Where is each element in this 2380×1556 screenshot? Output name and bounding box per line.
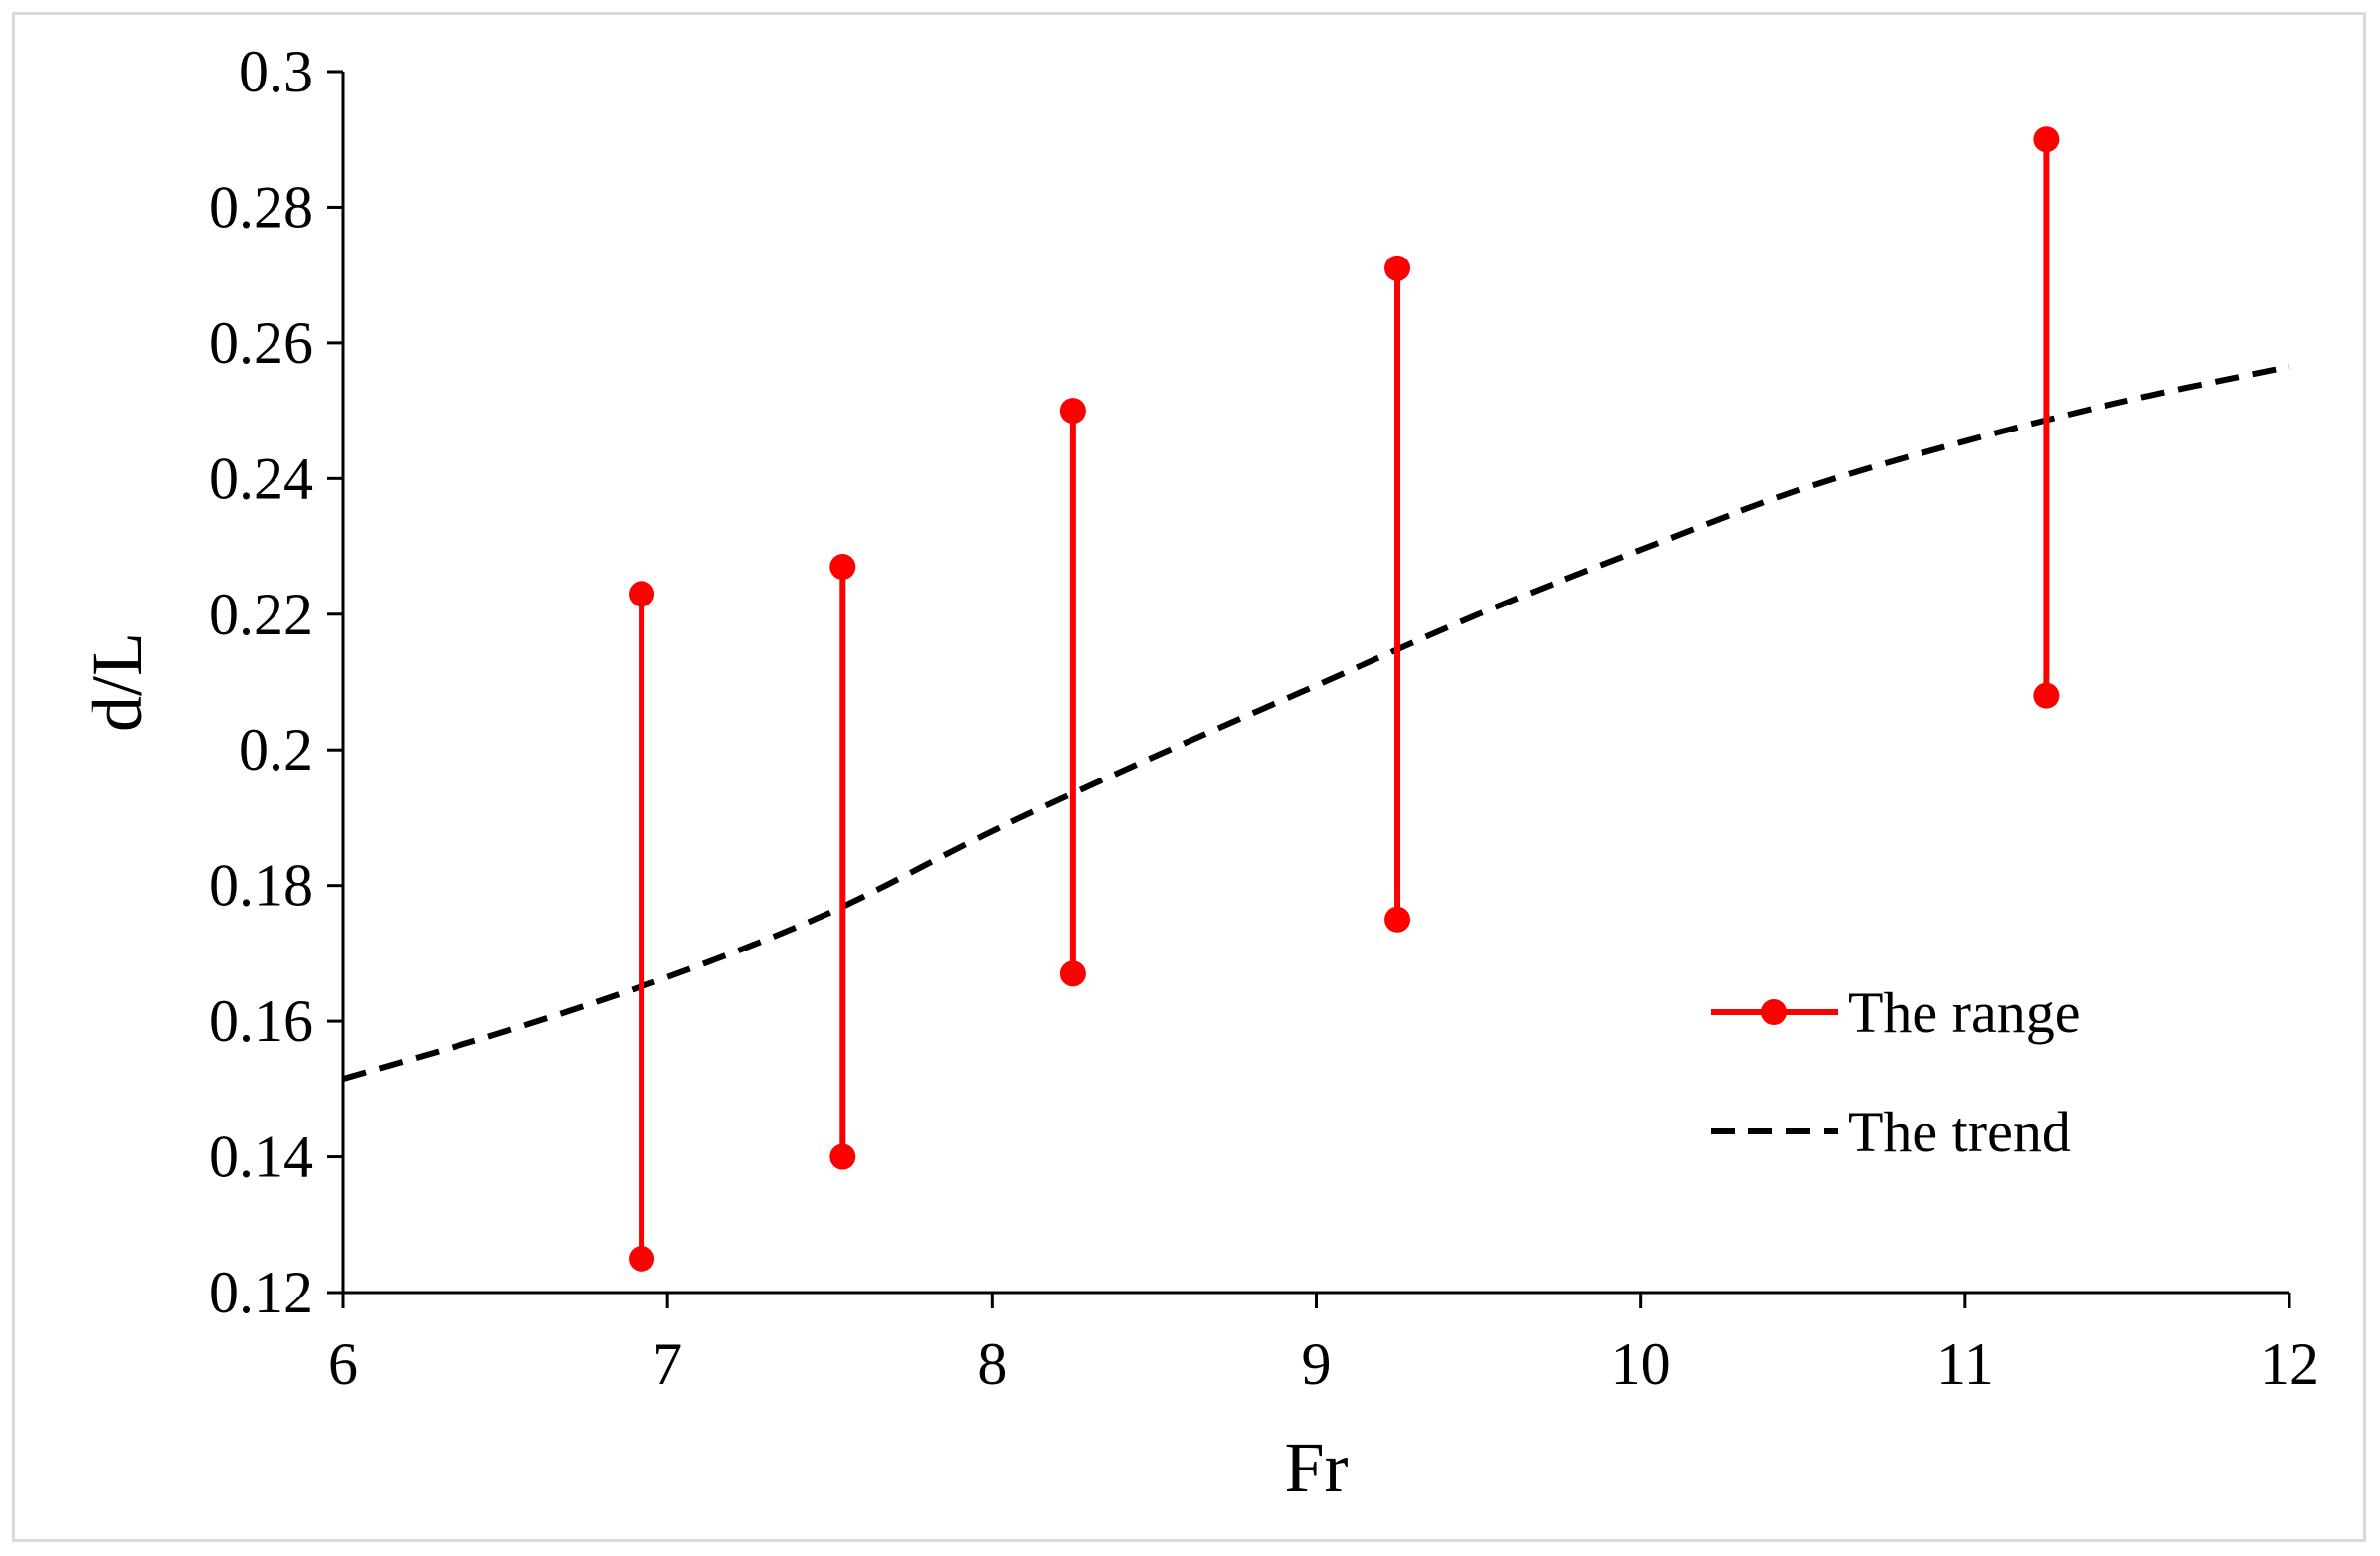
- legend: The range The trend: [1711, 980, 2080, 1164]
- x-tick-label: 10: [1611, 1331, 1671, 1397]
- y-axis-title: d/L: [78, 632, 157, 732]
- y-tick-label: 0.14: [209, 1124, 313, 1190]
- x-tick-label: 12: [2260, 1331, 2319, 1397]
- x-tick-label: 6: [328, 1331, 358, 1397]
- range-low-marker: [629, 1245, 655, 1272]
- range-low-marker: [2033, 682, 2060, 709]
- y-tick-label: 0.2: [239, 717, 313, 782]
- range-low-marker: [1384, 906, 1411, 933]
- trend-layer: [342, 363, 2290, 1082]
- range-high-marker: [629, 581, 655, 607]
- ticks: 6 7 8 9 10 11 12 0.12 0.14 0.16 0.18 0.2 0.22 0.24 0.2…: [209, 39, 2319, 1397]
- y-tick-label: 0.22: [209, 582, 313, 647]
- x-tick-label: 8: [977, 1331, 1007, 1397]
- legend-trend-label: The trend: [1848, 1100, 2071, 1164]
- range-layer: [629, 126, 2060, 1272]
- range-low-marker: [829, 1143, 856, 1170]
- range-high-marker: [829, 554, 856, 581]
- range-high-marker: [1384, 255, 1411, 281]
- y-tick-label: 0.16: [209, 988, 313, 1054]
- range-low-marker: [1059, 960, 1086, 987]
- range-high-marker: [2033, 126, 2060, 153]
- y-tick-label: 0.24: [209, 445, 313, 511]
- y-tick-label: 0.18: [209, 853, 313, 919]
- legend-range-marker: [1761, 999, 1787, 1025]
- x-tick-label: 9: [1302, 1331, 1332, 1397]
- trend-line: [342, 363, 2290, 1082]
- range-high-marker: [1059, 398, 1086, 425]
- legend-range-label: The range: [1848, 980, 2080, 1045]
- y-tick-label: 0.28: [209, 174, 313, 240]
- chart-frame: [12, 12, 2366, 1542]
- x-tick-label: 11: [1936, 1331, 1994, 1397]
- y-tick-label: 0.12: [209, 1260, 313, 1325]
- y-tick-label: 0.3: [239, 39, 313, 104]
- x-tick-label: 7: [652, 1331, 682, 1397]
- y-tick-label: 0.26: [209, 310, 313, 376]
- x-axis-title: Fr: [1284, 1428, 1348, 1507]
